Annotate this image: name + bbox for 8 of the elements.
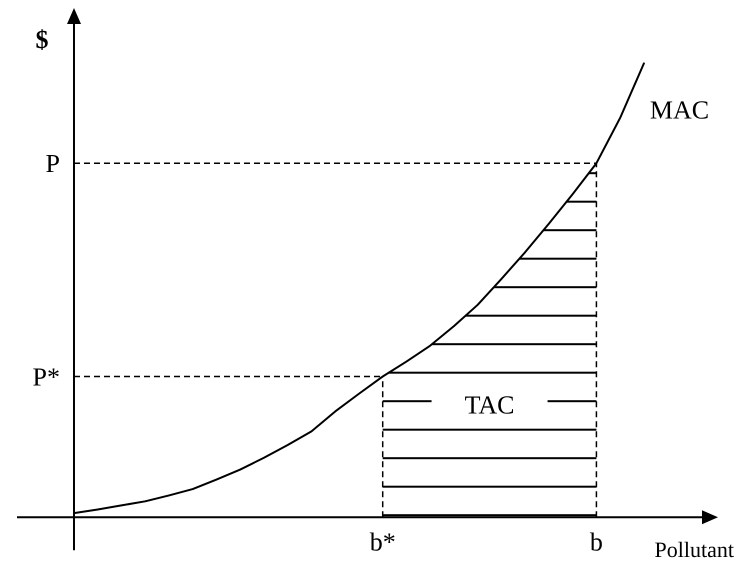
- series-label: MAC: [650, 95, 710, 124]
- x-axis-title: Pollutant: [654, 537, 734, 562]
- y-axis-title: $: [35, 25, 48, 54]
- x-tick-label: b*: [370, 527, 396, 556]
- x-tick-label: b: [590, 527, 603, 556]
- ref-line-label: P*: [32, 362, 60, 392]
- series-label: TAC: [464, 390, 515, 420]
- ref-line-label: P: [46, 149, 60, 178]
